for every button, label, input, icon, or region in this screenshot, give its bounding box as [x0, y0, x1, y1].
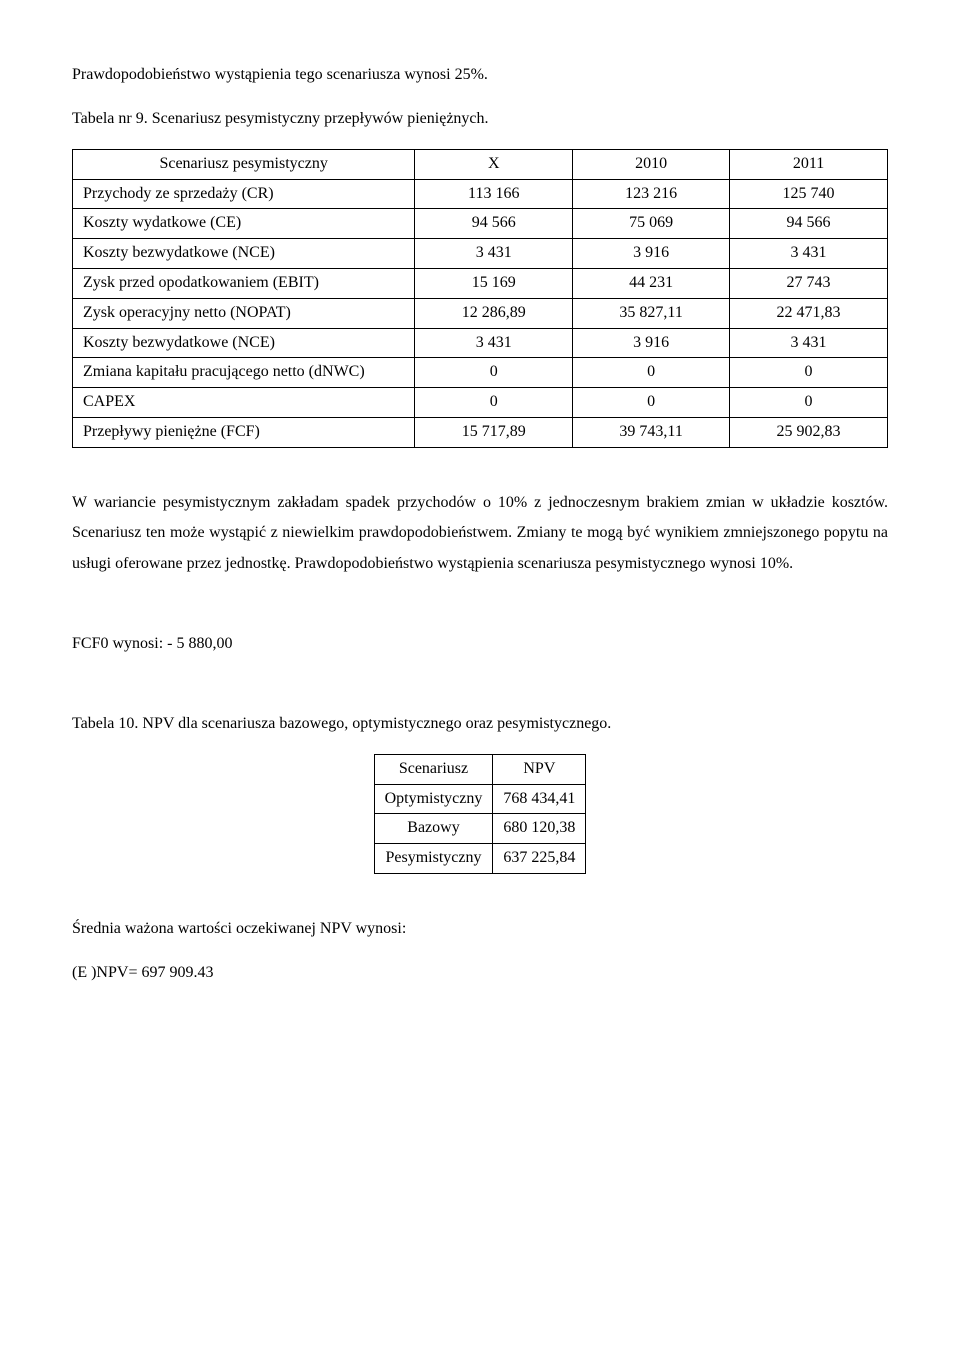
row-label: Bazowy — [374, 814, 493, 844]
table-npv-scenarios: Scenariusz NPV Optymistyczny 768 434,41 … — [374, 754, 587, 874]
cell: 125 740 — [730, 179, 888, 209]
table-scenario-pessimistic: Scenariusz pesymistyczny X 2010 2011 Prz… — [72, 149, 888, 448]
fcf0-line: FCF0 wynosi: - 5 880,00 — [72, 629, 888, 659]
row-label: Pesymistyczny — [374, 844, 493, 874]
table-row: Optymistyczny 768 434,41 — [374, 784, 586, 814]
cell: 44 231 — [573, 268, 730, 298]
table-row: Pesymistyczny 637 225,84 — [374, 844, 586, 874]
row-label: Przepływy pieniężne (FCF) — [73, 417, 415, 447]
cell: 3 431 — [415, 328, 573, 358]
col-header: NPV — [493, 754, 586, 784]
row-label: Koszty bezwydatkowe (NCE) — [73, 239, 415, 269]
intro-probability: Prawdopodobieństwo wystąpienia tego scen… — [72, 60, 888, 90]
col-header: 2011 — [730, 149, 888, 179]
table-header-row: Scenariusz pesymistyczny X 2010 2011 — [73, 149, 888, 179]
row-label: CAPEX — [73, 388, 415, 418]
col-header: 2010 — [573, 149, 730, 179]
weighted-average-label: Średnia ważona wartości oczekiwanej NPV … — [72, 914, 888, 944]
table-row: Bazowy 680 120,38 — [374, 814, 586, 844]
table-row: Zysk operacyjny netto (NOPAT) 12 286,89 … — [73, 298, 888, 328]
table-row: Koszty wydatkowe (CE) 94 566 75 069 94 5… — [73, 209, 888, 239]
cell: 0 — [573, 358, 730, 388]
col-header: Scenariusz pesymistyczny — [73, 149, 415, 179]
cell: 123 216 — [573, 179, 730, 209]
cell: 15 169 — [415, 268, 573, 298]
cell: 27 743 — [730, 268, 888, 298]
cell: 113 166 — [415, 179, 573, 209]
cell: 0 — [730, 388, 888, 418]
cell: 3 431 — [730, 328, 888, 358]
row-label: Koszty wydatkowe (CE) — [73, 209, 415, 239]
paragraph-pessimistic-variant: W wariancie pesymistycznym zakładam spad… — [72, 488, 888, 579]
table9-caption: Tabela nr 9. Scenariusz pesymistyczny pr… — [72, 104, 888, 134]
cell: 15 717,89 — [415, 417, 573, 447]
row-label: Zysk operacyjny netto (NOPAT) — [73, 298, 415, 328]
col-header: Scenariusz — [374, 754, 493, 784]
cell: 0 — [415, 388, 573, 418]
cell: 75 069 — [573, 209, 730, 239]
cell: 0 — [415, 358, 573, 388]
cell: 0 — [573, 388, 730, 418]
cell: 94 566 — [730, 209, 888, 239]
row-label: Przychody ze sprzedaży (CR) — [73, 179, 415, 209]
row-label: Zysk przed opodatkowaniem (EBIT) — [73, 268, 415, 298]
row-label: Koszty bezwydatkowe (NCE) — [73, 328, 415, 358]
table-row: Koszty bezwydatkowe (NCE) 3 431 3 916 3 … — [73, 328, 888, 358]
table-row: Przychody ze sprzedaży (CR) 113 166 123 … — [73, 179, 888, 209]
cell: 94 566 — [415, 209, 573, 239]
cell: 22 471,83 — [730, 298, 888, 328]
cell: 3 431 — [415, 239, 573, 269]
cell: 3 916 — [573, 239, 730, 269]
table-row: Koszty bezwydatkowe (NCE) 3 431 3 916 3 … — [73, 239, 888, 269]
table10-caption: Tabela 10. NPV dla scenariusza bazowego,… — [72, 709, 888, 739]
cell: 680 120,38 — [493, 814, 586, 844]
cell: 25 902,83 — [730, 417, 888, 447]
table-row: Zysk przed opodatkowaniem (EBIT) 15 169 … — [73, 268, 888, 298]
cell: 3 916 — [573, 328, 730, 358]
col-header: X — [415, 149, 573, 179]
table-row: CAPEX 0 0 0 — [73, 388, 888, 418]
cell: 3 431 — [730, 239, 888, 269]
cell: 39 743,11 — [573, 417, 730, 447]
cell: 637 225,84 — [493, 844, 586, 874]
table-row: Zmiana kapitału pracującego netto (dNWC)… — [73, 358, 888, 388]
row-label: Optymistyczny — [374, 784, 493, 814]
cell: 0 — [730, 358, 888, 388]
cell: 768 434,41 — [493, 784, 586, 814]
cell: 12 286,89 — [415, 298, 573, 328]
enpv-result: (E )NPV= 697 909.43 — [72, 958, 888, 988]
cell: 35 827,11 — [573, 298, 730, 328]
table-row: Przepływy pieniężne (FCF) 15 717,89 39 7… — [73, 417, 888, 447]
table-header-row: Scenariusz NPV — [374, 754, 586, 784]
row-label: Zmiana kapitału pracującego netto (dNWC) — [73, 358, 415, 388]
